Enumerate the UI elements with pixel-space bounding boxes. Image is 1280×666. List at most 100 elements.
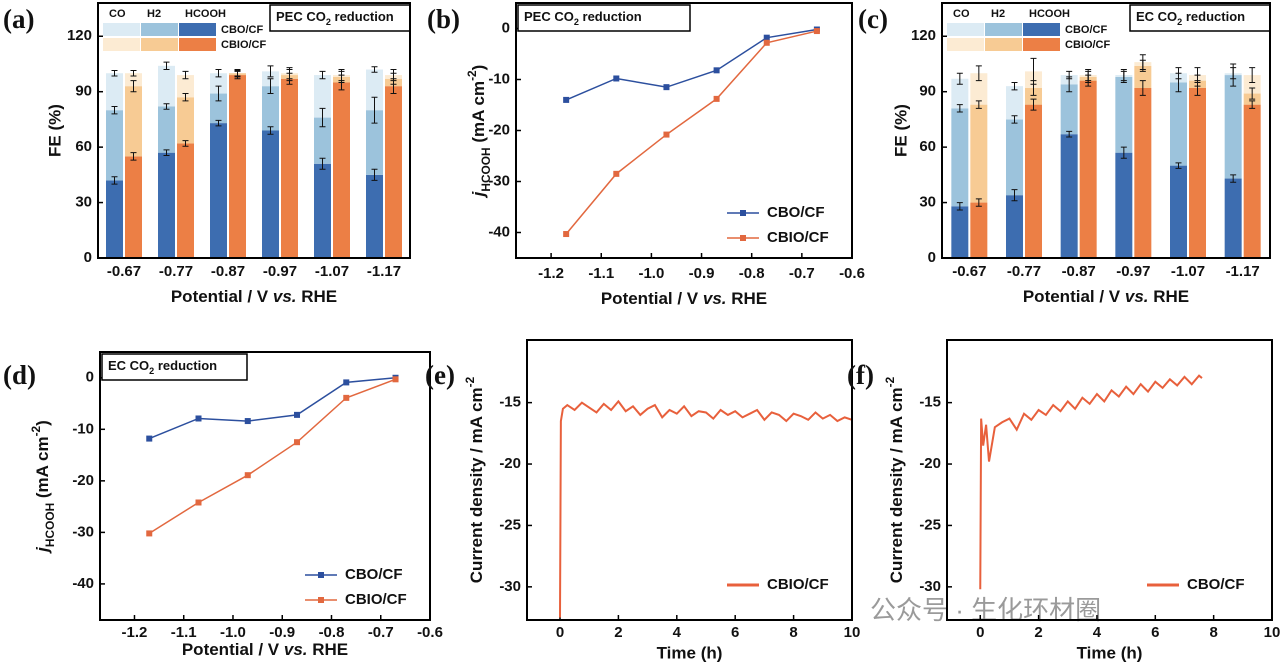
chart-title-part: 2 <box>326 17 331 27</box>
error-bar <box>130 80 137 93</box>
panel-label: (c) <box>858 4 888 34</box>
bar-segment <box>366 69 383 111</box>
x-tick-label: -1.0 <box>638 265 664 282</box>
chart-title-part: reduction <box>331 9 394 24</box>
legend-swatch <box>141 38 178 51</box>
error-bar <box>215 69 222 78</box>
bar-segment <box>262 86 279 131</box>
bar-segment <box>1079 80 1097 258</box>
bar-segment <box>210 123 227 258</box>
error-bar <box>1085 69 1092 82</box>
bar-segment <box>1006 119 1023 196</box>
legend-label: H2 <box>991 8 1005 20</box>
error-bar <box>1249 100 1256 109</box>
error-bar <box>111 69 118 77</box>
legend-swatch <box>1023 38 1060 51</box>
error-bar <box>130 152 137 161</box>
error-bar <box>163 103 170 110</box>
x-tick-label: 10 <box>844 624 861 641</box>
bar-segment <box>1060 134 1078 258</box>
legend-marker <box>318 597 324 603</box>
x-tick-label: -0.97 <box>1116 263 1150 280</box>
plot-frame <box>97 2 411 259</box>
legend-label: CBO/CF <box>767 204 825 221</box>
error-bar <box>267 65 274 78</box>
error-bar <box>1011 81 1018 91</box>
data-point <box>294 411 301 418</box>
y-axis-label: Current density / mA cm-2 <box>883 376 906 583</box>
data-point <box>613 75 620 82</box>
bar-segment <box>951 206 969 258</box>
y-tick-label: -30 <box>499 578 521 595</box>
legend-marker <box>740 210 746 216</box>
x-tick-label: -1.07 <box>315 263 349 280</box>
y-tick-label: 30 <box>75 194 92 211</box>
error-bar <box>1066 130 1073 138</box>
y-tick-label: -15 <box>919 394 941 411</box>
y-axis-label-part: -2 <box>465 70 479 81</box>
y-axis-label-part: HCOOH <box>479 147 493 191</box>
x-axis-label-part: RHE <box>308 640 349 659</box>
error-bar <box>371 168 378 181</box>
error-bar <box>319 107 326 128</box>
error-bar <box>371 66 378 73</box>
bar-segment <box>262 130 279 258</box>
x-tick-label: -0.8 <box>319 624 345 641</box>
x-tick-label: -1.07 <box>1171 263 1205 280</box>
bar-segment <box>1189 88 1206 258</box>
legend-label: CBIO/CF <box>345 591 407 608</box>
y-tick-label: -25 <box>499 516 521 533</box>
panel-label: (e) <box>425 360 455 390</box>
data-point <box>146 435 153 442</box>
x-axis-label: Potential / V vs. RHE <box>601 289 767 308</box>
error-bar <box>182 93 189 102</box>
error-bar <box>338 69 345 82</box>
y-tick-label: 0 <box>502 19 510 36</box>
bar-segment <box>106 180 123 258</box>
error-bar <box>975 65 982 82</box>
error-bar <box>163 149 170 156</box>
data-point <box>663 84 670 91</box>
x-tick-label: 6 <box>731 624 739 641</box>
y-tick-label: 60 <box>75 138 92 155</box>
bar-segment <box>158 152 175 258</box>
bar-segment <box>1115 152 1133 258</box>
x-tick-label: -1.17 <box>1226 263 1260 280</box>
x-tick-label: 2 <box>614 624 622 641</box>
error-bar <box>1011 115 1018 124</box>
legend-label: CBO/CF <box>221 24 263 36</box>
chart-title-part: reduction <box>1182 9 1245 24</box>
y-tick-label: 0 <box>928 249 936 266</box>
y-tick-label: -30 <box>919 578 941 595</box>
y-axis-label-part: ) <box>33 420 52 426</box>
x-tick-label: -0.7 <box>789 265 815 282</box>
y-axis-label: jHCOOH (mA cm-2) <box>465 65 493 199</box>
x-tick-label: -0.8 <box>739 265 765 282</box>
x-tick-label: -0.67 <box>107 263 141 280</box>
data-point <box>392 376 399 383</box>
data-point <box>813 28 820 35</box>
error-bar <box>182 140 189 147</box>
x-tick-label: -0.6 <box>417 624 443 641</box>
y-axis-label-part: j <box>33 546 52 554</box>
legend-label: CBIO/CF <box>1065 39 1111 51</box>
chart-title: EC CO2 reduction <box>108 358 217 376</box>
y-tick-label: 90 <box>75 83 92 100</box>
data-point <box>613 170 620 177</box>
bar-segment <box>314 117 331 164</box>
x-tick-label: -0.6 <box>839 265 865 282</box>
x-tick-label: 4 <box>673 624 682 641</box>
data-line <box>148 377 396 440</box>
error-bar <box>234 69 241 78</box>
error-bar <box>1175 162 1182 169</box>
bar-segment <box>366 174 383 258</box>
panel-label: (d) <box>3 360 36 390</box>
y-tick-label: -30 <box>488 172 510 189</box>
chart-title-part: EC CO <box>108 358 149 373</box>
x-tick-label: -1.0 <box>220 624 246 641</box>
data-point <box>663 131 670 138</box>
y-axis-label-part: j <box>469 190 488 198</box>
x-tick-label: -0.77 <box>159 263 193 280</box>
bar-segment <box>314 75 331 118</box>
y-tick-label: 0 <box>86 369 94 386</box>
